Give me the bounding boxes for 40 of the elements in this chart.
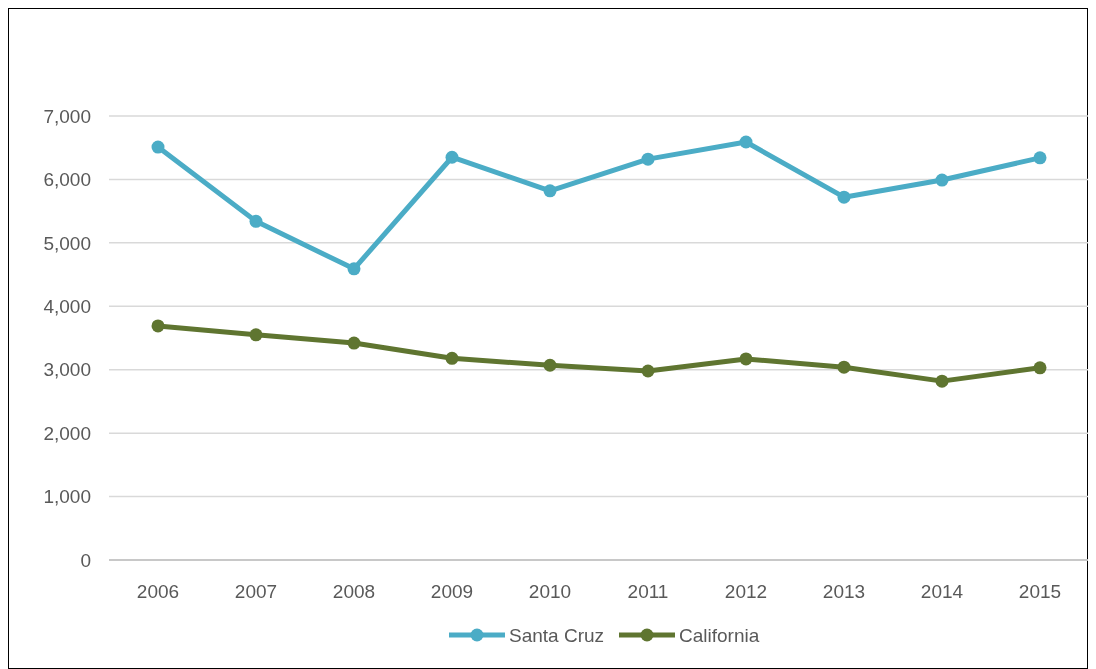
point bbox=[445, 351, 459, 365]
y-tick-label: 5,000 bbox=[43, 232, 91, 254]
y-tick-label: 3,000 bbox=[43, 359, 91, 381]
point bbox=[1033, 361, 1047, 375]
legend-label: Santa Cruz bbox=[509, 624, 605, 646]
x-tick-label: 2011 bbox=[627, 581, 669, 602]
x-tick-label: 2010 bbox=[528, 581, 572, 602]
point bbox=[935, 374, 949, 388]
y-tick-label: 4,000 bbox=[43, 295, 91, 317]
x-tick-label: 2008 bbox=[332, 581, 376, 602]
y-tick-label: 0 bbox=[80, 549, 91, 571]
point bbox=[641, 364, 655, 378]
x-tick-label: 2006 bbox=[136, 581, 180, 602]
y-tick-label: 1,000 bbox=[43, 486, 91, 508]
point bbox=[445, 150, 459, 164]
point bbox=[739, 352, 753, 366]
point bbox=[935, 173, 949, 187]
point bbox=[249, 328, 263, 342]
point bbox=[543, 358, 557, 372]
point bbox=[347, 262, 361, 276]
point bbox=[641, 152, 655, 166]
point bbox=[837, 360, 851, 374]
point bbox=[249, 214, 263, 228]
y-tick-label: 6,000 bbox=[43, 169, 91, 191]
legend-label: California bbox=[679, 624, 760, 646]
point bbox=[347, 336, 361, 350]
y-tick-label: 2,000 bbox=[43, 422, 91, 444]
point bbox=[543, 184, 557, 198]
point bbox=[151, 319, 165, 333]
x-tick-label: 2007 bbox=[234, 581, 278, 602]
point bbox=[1033, 151, 1047, 165]
point bbox=[739, 135, 753, 149]
x-tick-label: 2012 bbox=[724, 581, 768, 602]
point bbox=[837, 190, 851, 204]
x-tick-label: 2015 bbox=[1018, 581, 1062, 602]
point bbox=[151, 140, 165, 154]
x-tick-label: 2014 bbox=[920, 581, 964, 602]
x-tick-label: 2009 bbox=[430, 581, 474, 602]
x-tick-label: 2013 bbox=[822, 581, 866, 602]
y-tick-label: 7,000 bbox=[43, 105, 91, 127]
